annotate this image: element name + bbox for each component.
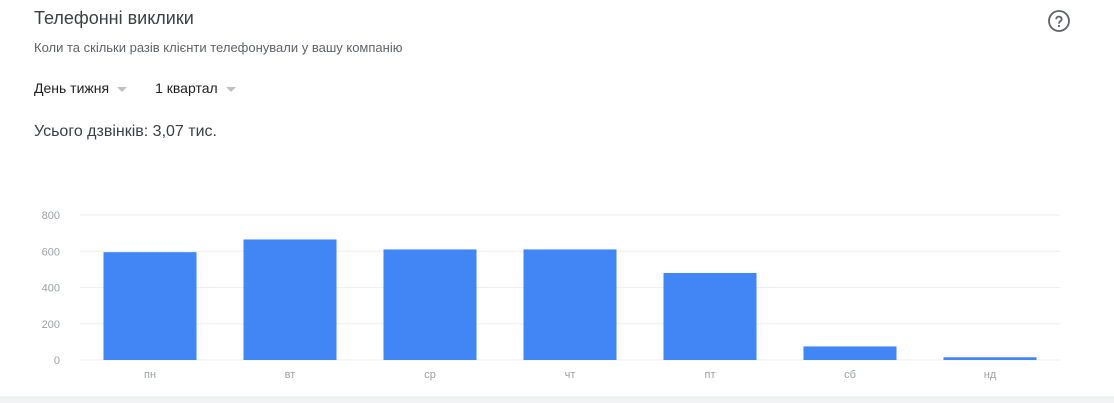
groupby-label: День тижня xyxy=(34,80,110,96)
bar-сб xyxy=(803,346,897,360)
x-tick-label: пн xyxy=(144,369,156,381)
y-tick-label: 0 xyxy=(54,355,60,367)
bar-нд xyxy=(943,357,1037,360)
bar-вт xyxy=(243,239,337,360)
y-tick-label: 400 xyxy=(42,283,60,295)
total-calls: Усього дзвінків: 3,07 тис. xyxy=(34,123,217,140)
bar-ср xyxy=(383,249,477,360)
x-tick-label: сб xyxy=(844,369,856,381)
period-dropdown[interactable]: 1 квартал xyxy=(155,80,236,96)
bar-пт xyxy=(663,273,757,360)
y-tick-label: 200 xyxy=(42,319,60,331)
groupby-dropdown[interactable]: День тижня xyxy=(34,80,128,96)
x-tick-label: пт xyxy=(705,369,716,381)
chevron-down-icon xyxy=(117,86,128,92)
x-tick-label: ср xyxy=(424,369,436,381)
help-icon[interactable] xyxy=(1047,9,1071,33)
bar-пн xyxy=(103,252,197,360)
card-subtitle: Коли та скільки разів клієнти телефонува… xyxy=(34,40,403,55)
chevron-down-icon xyxy=(225,86,236,92)
card-title: Телефонні виклики xyxy=(34,8,194,28)
x-tick-label: вт xyxy=(285,369,296,381)
x-tick-label: нд xyxy=(984,369,997,381)
y-tick-label: 800 xyxy=(42,210,60,222)
y-tick-label: 600 xyxy=(42,246,60,258)
card-bottom-divider xyxy=(0,396,1114,403)
x-tick-label: чт xyxy=(565,369,576,381)
period-label: 1 квартал xyxy=(155,80,218,96)
bar-чт xyxy=(523,249,617,360)
calls-bar-chart: 0 200 400 600 800 пн вт ср чт пт сб нд xyxy=(42,210,1060,381)
